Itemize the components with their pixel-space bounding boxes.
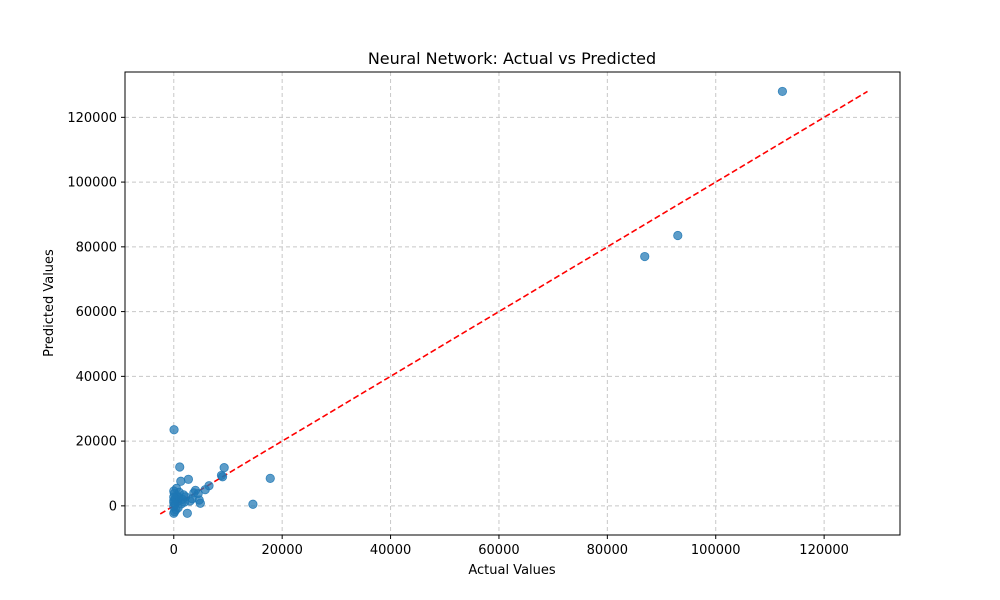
data-point xyxy=(169,498,179,508)
data-point xyxy=(248,499,258,509)
x-tick-label: 100000 xyxy=(691,543,741,558)
y-tick-label: 20000 xyxy=(76,435,117,450)
reference-line-group xyxy=(159,90,868,515)
y-tick-label: 120000 xyxy=(67,111,117,126)
plot-area-frame xyxy=(124,71,901,536)
data-point xyxy=(175,462,185,472)
data-point xyxy=(673,230,683,241)
x-tick-label: 120000 xyxy=(799,543,849,558)
axis-ticks: 0 20000 40000 60000 80000 100000 120000 0 20000 4… xyxy=(67,111,849,558)
data-point xyxy=(169,508,179,518)
y-tick-label: 0 xyxy=(109,499,117,514)
data-point xyxy=(200,485,210,495)
x-tick-label: 80000 xyxy=(587,543,628,558)
data-points xyxy=(169,86,787,518)
y-tick-label: 100000 xyxy=(67,176,117,191)
y-axis-title: Predicted Values xyxy=(42,249,57,357)
x-axis-title: Actual Values xyxy=(468,563,556,578)
y-tick-label: 60000 xyxy=(76,305,117,320)
x-tick-label: 20000 xyxy=(261,543,302,558)
data-point xyxy=(176,476,186,486)
chart-title: Neural Network: Actual vs Predicted xyxy=(368,49,656,68)
y-tick-label: 80000 xyxy=(76,240,117,255)
data-point xyxy=(265,473,275,483)
data-point xyxy=(777,86,787,97)
data-point xyxy=(216,470,227,481)
grid xyxy=(125,72,900,535)
y-tick-label: 40000 xyxy=(76,370,117,385)
x-tick-label: 40000 xyxy=(370,543,411,558)
reference-line xyxy=(159,90,868,515)
data-point xyxy=(219,463,229,473)
data-point xyxy=(169,425,179,435)
data-point xyxy=(640,251,650,262)
x-tick-label: 0 xyxy=(170,543,178,558)
data-point xyxy=(182,508,192,518)
data-point xyxy=(183,474,194,484)
x-tick-label: 60000 xyxy=(478,543,519,558)
